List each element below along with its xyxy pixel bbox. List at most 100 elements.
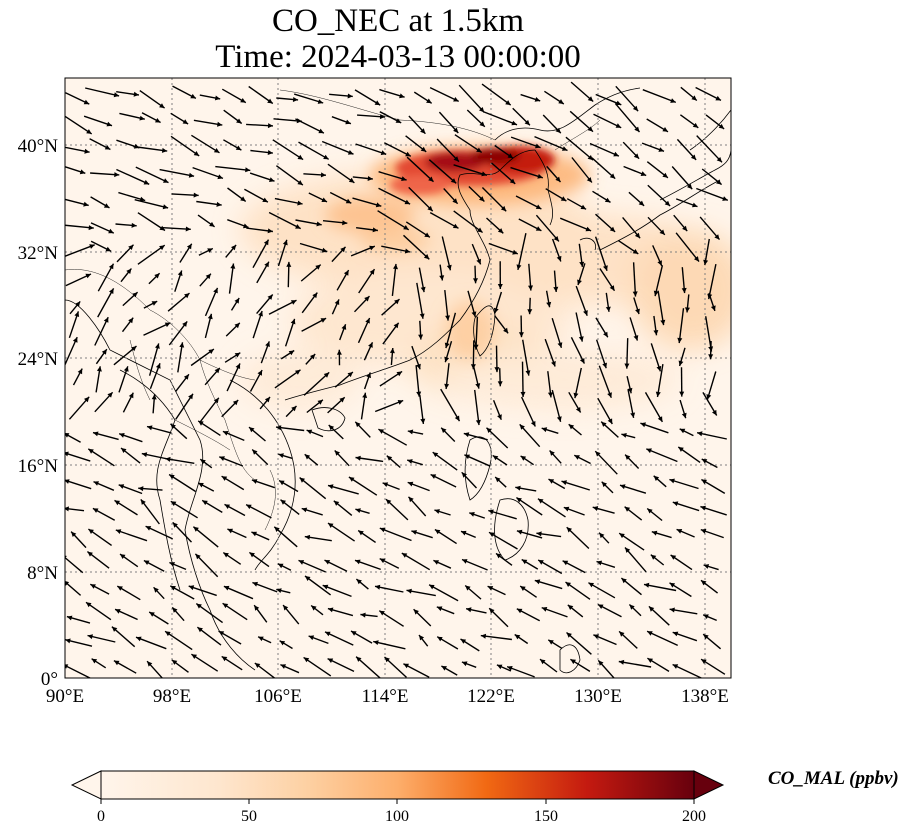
wind-arrow-head [118, 484, 125, 489]
wind-arrow-head [105, 246, 112, 252]
wind-arrow [483, 111, 518, 126]
wind-arrow-head [638, 200, 645, 206]
wind-arrow-head [327, 658, 334, 663]
wind-arrow-head [170, 423, 176, 430]
wind-arrow-head [154, 273, 160, 279]
wind-arrow [304, 575, 332, 596]
wind-arrow [191, 653, 219, 672]
wind-arrow-head [627, 387, 633, 394]
wind-arrow-head [249, 552, 255, 558]
wind-arrow [378, 187, 411, 205]
wind-arrow-head [670, 98, 676, 103]
wind-arrow-head [607, 418, 613, 424]
wind-arrow-head [497, 414, 502, 420]
wind-arrow-head [347, 372, 353, 378]
wind-arrow-head [163, 178, 169, 183]
wind-arrow-head [245, 167, 251, 173]
wind-arrow-head [120, 554, 126, 559]
wind-arrow [274, 369, 301, 389]
wind-arrow-head [574, 455, 580, 460]
wind-arrow [192, 526, 219, 548]
wind-arrow-head [221, 476, 228, 481]
wind-arrow-head [619, 631, 625, 637]
wind-arrow-head [580, 204, 587, 210]
wind-arrow-head [208, 349, 214, 354]
wind-arrow-head [633, 335, 639, 341]
wind-arrow-head [283, 605, 289, 611]
wind-arrow-head [139, 115, 145, 121]
wind-arrow-head [333, 500, 340, 506]
wind-arrow [137, 244, 166, 265]
wind-arrow-head [427, 205, 433, 212]
wind-arrow [116, 168, 150, 185]
wind-arrow-head [556, 416, 562, 422]
wind-arrow-head [269, 177, 275, 182]
wind-arrow-head [464, 454, 470, 460]
wind-arrow-head [172, 522, 178, 528]
wind-arrow-head [567, 604, 574, 610]
wind-arrow-head [84, 148, 90, 154]
wind-arrow-head [535, 226, 542, 231]
wind-arrow-head [328, 425, 335, 431]
wind-arrow-head [471, 311, 477, 317]
wind-arrow-head [147, 425, 153, 431]
wind-arrow-head [601, 421, 607, 427]
wind-arrow [488, 242, 519, 255]
wind-arrow-head [207, 248, 213, 253]
wind-arrow-head [164, 322, 171, 328]
wind-arrow-head [303, 657, 310, 663]
wind-arrow [164, 630, 193, 651]
wind-arrow [589, 142, 620, 157]
wind-arrow-head [561, 480, 567, 486]
wind-arrow-head [708, 354, 714, 360]
wind-arrow-head [170, 501, 177, 507]
wind-arrow-head [563, 506, 570, 512]
wind-arrow-head [155, 343, 160, 349]
wind-arrow [453, 164, 488, 176]
wind-arrow [65, 146, 90, 153]
colorbar-gradient [100, 770, 695, 800]
wind-arrow-head [267, 294, 273, 300]
wind-arrow-head [640, 171, 647, 176]
wind-arrow-head [235, 363, 241, 369]
wind-arrow [551, 389, 562, 422]
wind-arrow-head [488, 509, 494, 515]
wind-arrow [428, 584, 459, 602]
wind-arrow-head [495, 477, 501, 483]
wind-arrow [517, 233, 527, 271]
wind-arrow-head [633, 153, 640, 159]
wind-arrow [135, 636, 167, 650]
wind-arrow-head [65, 433, 70, 438]
lon-tick-label: 130°E [574, 686, 622, 707]
wind-arrow [252, 239, 270, 269]
wind-arrow-head [334, 299, 340, 305]
wind-arrow [669, 478, 699, 490]
wind-arrow-head [113, 92, 120, 98]
wind-arrow-head [634, 232, 641, 239]
wind-arrow-head [681, 412, 687, 419]
wind-arrow [632, 262, 637, 297]
wind-arrow-head [258, 311, 263, 317]
wind-arrow-head [334, 450, 340, 456]
wind-arrow-head [106, 121, 112, 127]
wind-arrow-head [379, 527, 386, 533]
wind-arrow-head [358, 530, 364, 536]
wind-arrow-head [593, 634, 599, 639]
wind-arrow-head [579, 261, 585, 267]
wind-arrow-head [477, 227, 483, 233]
wind-arrow [65, 115, 93, 135]
wind-arrow-head [345, 198, 352, 204]
lat-axis: 40°N 32°N 24°N 16°N 8°N 0° [18, 136, 59, 690]
wind-arrow [481, 83, 512, 106]
wind-arrow-head [341, 324, 347, 330]
wind-arrow-head [348, 477, 355, 482]
wind-arrow-head [551, 361, 556, 367]
wind-arrow-head [297, 154, 304, 160]
wind-arrow [85, 601, 112, 621]
wind-arrow-head [231, 244, 237, 251]
wind-arrow [614, 102, 641, 133]
wind-arrow [510, 166, 544, 179]
wind-arrow-head [516, 497, 522, 503]
wind-arrow [510, 136, 541, 149]
wind-arrow-head [587, 126, 593, 132]
